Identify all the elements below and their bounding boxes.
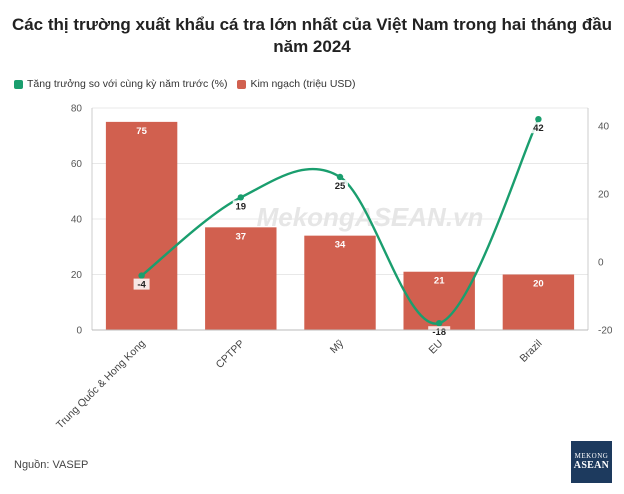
y-left-tick-label: 20 xyxy=(71,270,83,281)
growth-line xyxy=(140,118,540,325)
y-right-tick-label: 40 xyxy=(598,122,610,133)
legend: Tăng trưởng so với cùng kỳ năm trước (%)… xyxy=(14,78,355,90)
legend-item-growth[interactable]: Tăng trưởng so với cùng kỳ năm trước (%) xyxy=(14,78,227,90)
y-right-tick-label: 0 xyxy=(598,258,604,269)
y-left-tick-label: 60 xyxy=(71,159,83,170)
growth-label-bg xyxy=(530,122,547,134)
bar-value-label: 21 xyxy=(434,276,445,287)
bar-value-label: 20 xyxy=(533,279,544,290)
growth-label-bg xyxy=(428,326,451,338)
legend-swatch-turnover xyxy=(237,79,247,89)
mekongasean-logo: MEKONG ASEAN xyxy=(571,441,612,483)
growth-label-bg xyxy=(232,200,249,212)
growth-value-label: -18 xyxy=(432,327,446,338)
watermark: MekongASEAN.vn xyxy=(257,202,484,232)
bar-value-label: 34 xyxy=(335,240,346,251)
legend-item-turnover[interactable]: Kim ngạch (triệu USD) xyxy=(237,78,355,90)
growth-point xyxy=(535,116,542,123)
growth-value-label: 42 xyxy=(533,123,544,134)
legend-label-growth: Tăng trưởng so với cùng kỳ năm trước (%) xyxy=(27,78,228,90)
growth-label-bg xyxy=(332,180,348,191)
x-tick-label: Trung Quốc & Hong Kong xyxy=(54,338,148,432)
source-note: Nguồn: VASEP xyxy=(14,459,89,471)
bar xyxy=(304,235,376,330)
y-left-tick-label: 40 xyxy=(71,215,83,226)
growth-point xyxy=(138,272,145,279)
bar xyxy=(205,227,277,330)
logo-text-bottom: ASEAN xyxy=(573,460,610,471)
y-left-tick-label: 80 xyxy=(71,104,83,115)
x-tick-label: CPTPP xyxy=(214,338,247,371)
growth-label-bg xyxy=(133,278,150,290)
growth-value-label: -4 xyxy=(137,280,146,291)
growth-point xyxy=(336,173,344,181)
bar-value-label: 37 xyxy=(236,231,247,242)
y-right-tick-label: 20 xyxy=(598,190,610,201)
y-left-tick-label: 0 xyxy=(76,326,82,337)
legend-label-turnover: Kim ngạch (triệu USD) xyxy=(250,78,356,90)
line-series: -4 19 25 -18 42 xyxy=(133,116,547,338)
y-right-tick-label: -20 xyxy=(598,326,613,337)
x-tick-label: EU xyxy=(427,338,446,357)
bar-value-label: 75 xyxy=(136,126,147,137)
growth-value-label: 25 xyxy=(335,181,346,192)
growth-point xyxy=(237,194,244,201)
bar xyxy=(502,274,575,330)
growth-point xyxy=(436,320,443,327)
x-tick-label: Brazil xyxy=(517,338,544,365)
logo-text-top: MEKONG xyxy=(574,452,609,460)
chart-title: Các thị trường xuất khẩu cá tra lớn nhất… xyxy=(11,15,613,56)
bar xyxy=(105,121,178,330)
growth-value-label: 19 xyxy=(236,201,247,212)
x-tick-label: Mỹ xyxy=(328,337,347,356)
legend-swatch-growth xyxy=(14,79,23,89)
bar-series: 75 37 34 21 20 xyxy=(105,121,575,330)
